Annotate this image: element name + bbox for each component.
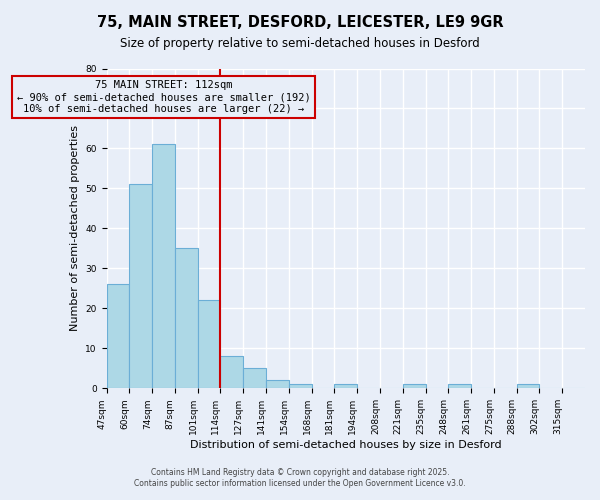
Text: Contains HM Land Registry data © Crown copyright and database right 2025.
Contai: Contains HM Land Registry data © Crown c… — [134, 468, 466, 487]
Bar — [517, 384, 539, 388]
Y-axis label: Number of semi-detached properties: Number of semi-detached properties — [70, 126, 80, 332]
Bar — [130, 184, 152, 388]
X-axis label: Distribution of semi-detached houses by size in Desford: Distribution of semi-detached houses by … — [190, 440, 502, 450]
Bar — [107, 284, 130, 389]
Bar — [243, 368, 266, 388]
Bar — [334, 384, 357, 388]
Text: Size of property relative to semi-detached houses in Desford: Size of property relative to semi-detach… — [120, 38, 480, 51]
Bar — [197, 300, 220, 388]
Text: 75 MAIN STREET: 112sqm
← 90% of semi-detached houses are smaller (192)
10% of se: 75 MAIN STREET: 112sqm ← 90% of semi-det… — [17, 80, 310, 114]
Bar — [266, 380, 289, 388]
Bar — [175, 248, 197, 388]
Bar — [448, 384, 471, 388]
Text: 75, MAIN STREET, DESFORD, LEICESTER, LE9 9GR: 75, MAIN STREET, DESFORD, LEICESTER, LE9… — [97, 15, 503, 30]
Bar — [403, 384, 425, 388]
Bar — [152, 144, 175, 388]
Bar — [220, 356, 243, 388]
Bar — [289, 384, 311, 388]
